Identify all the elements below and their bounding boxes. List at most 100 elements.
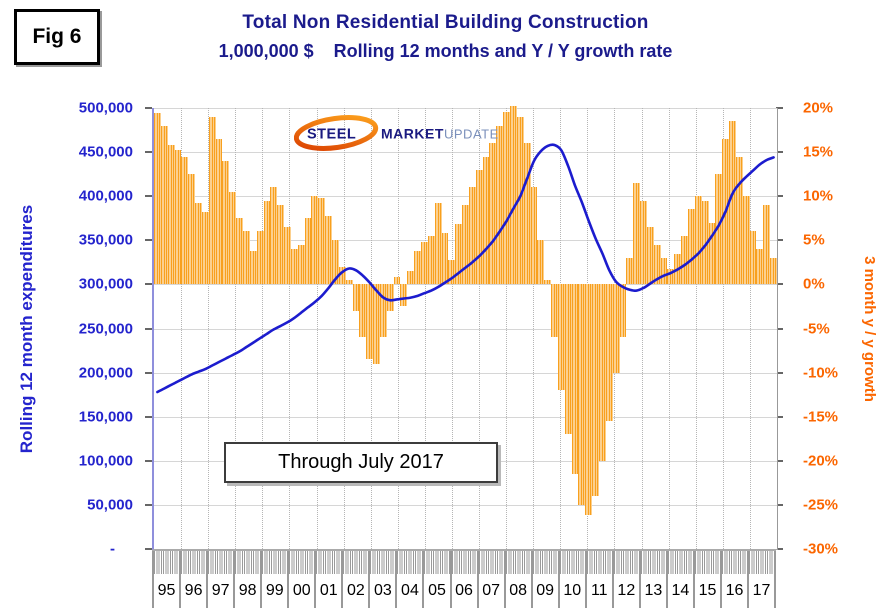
logo-word-market: MARKET [381, 126, 444, 142]
year-cell: 11 [584, 551, 612, 608]
growth-bar [311, 196, 319, 285]
vertical-gridline [208, 108, 210, 549]
growth-bar [441, 233, 449, 285]
monthly-tick-band [586, 551, 612, 574]
year-cell: 96 [179, 551, 207, 608]
growth-bar [482, 156, 490, 285]
year-cell: 15 [692, 551, 720, 608]
year-cell: 03 [368, 551, 396, 608]
y-left-tick-label: 500,000 [78, 99, 133, 117]
growth-bar [763, 205, 771, 285]
figure-label-box: Fig 6 [14, 9, 100, 65]
year-label: 96 [184, 582, 203, 599]
monthly-tick-band [397, 551, 423, 574]
vertical-gridline [533, 108, 535, 549]
y-left-tick-label: 100,000 [78, 452, 133, 470]
growth-bar [222, 160, 230, 285]
horizontal-gridline [154, 196, 777, 198]
growth-bar [154, 113, 161, 285]
year-label: 08 [509, 582, 528, 599]
year-label: 12 [617, 582, 636, 599]
y-left-tick-mark [145, 151, 152, 154]
horizontal-gridline [154, 284, 777, 286]
monthly-tick-band [749, 551, 775, 574]
y-left-tick-label: 400,000 [78, 187, 133, 205]
growth-bar [188, 174, 196, 285]
growth-bar [304, 218, 312, 285]
growth-bar [359, 284, 367, 338]
y-right-tick-mark [776, 239, 783, 242]
y-right-tick-label: -25% [803, 496, 839, 514]
y-left-tick-mark [145, 371, 152, 374]
monthly-tick-band [316, 551, 342, 574]
year-cell: 05 [422, 551, 450, 608]
vertical-gridline [397, 108, 399, 549]
growth-bar [167, 145, 175, 285]
right-axis-tick-labels: 20% 15% 10% 5% 0% -5% -10% -15% -20% -25% -30% [803, 100, 883, 558]
monthly-tick-band [559, 551, 585, 574]
growth-bar [243, 231, 250, 285]
growth-bar [229, 191, 237, 285]
growth-bar [660, 257, 668, 285]
growth-bar [263, 200, 271, 285]
y-left-tick-mark [145, 415, 152, 418]
y-right-tick-label: -5% [803, 320, 830, 337]
vertical-gridline [641, 108, 643, 549]
growth-bar [208, 116, 216, 285]
y-left-tick-label: 350,000 [78, 231, 133, 249]
growth-bar [475, 169, 483, 285]
y-right-tick-mark [776, 503, 783, 506]
growth-bar [386, 284, 394, 311]
year-cell: 16 [719, 551, 748, 608]
chart-title-line1: Total Non Residential Building Construct… [242, 12, 649, 33]
y-left-tick-mark [145, 459, 152, 462]
year-cell: 04 [395, 551, 423, 608]
year-cell: 14 [665, 551, 693, 608]
growth-bar [236, 218, 243, 285]
growth-bar [325, 215, 332, 285]
growth-bar [352, 284, 360, 311]
horizontal-gridline [154, 416, 777, 418]
year-cell: 17 [747, 551, 777, 608]
y-left-tick-label: 250,000 [78, 320, 133, 337]
year-cell: 02 [341, 551, 369, 608]
vertical-gridline [451, 108, 453, 549]
year-cell: 95 [152, 551, 180, 608]
y-right-tick-mark [776, 327, 783, 330]
growth-bar [701, 200, 709, 285]
horizontal-gridline [154, 152, 777, 154]
growth-bar [345, 279, 353, 285]
vertical-gridline [424, 108, 426, 549]
growth-bar [640, 200, 647, 285]
growth-bar [201, 212, 209, 285]
y-right-tick-label: -30% [803, 540, 839, 558]
annotation-box: Through July 2017 [224, 442, 498, 483]
y-right-tick-label: -10% [803, 364, 839, 382]
growth-bar [393, 277, 401, 285]
monthly-tick-band [343, 551, 369, 574]
y-left-tick-label: 150,000 [78, 408, 133, 426]
growth-bar [681, 235, 688, 285]
growth-bar [551, 284, 558, 338]
growth-bar [249, 250, 257, 285]
monthly-tick-band [289, 551, 315, 574]
growth-bar [160, 125, 168, 285]
y-right-tick-label: -15% [803, 408, 839, 426]
y-right-tick-label: 0% [803, 275, 825, 293]
y-right-tick-mark [776, 151, 783, 154]
growth-bar [181, 156, 189, 285]
growth-bar [468, 187, 476, 285]
y-left-tick-mark [145, 548, 152, 550]
vertical-gridline [668, 108, 670, 549]
growth-bar [400, 284, 408, 307]
y-left-tick-mark [145, 239, 152, 242]
y-left-tick-mark [145, 503, 152, 506]
y-right-tick-mark [776, 415, 783, 418]
vertical-gridline [262, 108, 264, 549]
year-label: 17 [752, 582, 771, 599]
growth-bar [646, 227, 654, 285]
growth-bar [544, 279, 552, 285]
y-right-tick-label: 10% [803, 187, 834, 205]
growth-bar [489, 143, 497, 285]
left-axis-tick-labels: 500,000 450,000 400,000 350,000 300,000 250,0… [0, 100, 133, 558]
